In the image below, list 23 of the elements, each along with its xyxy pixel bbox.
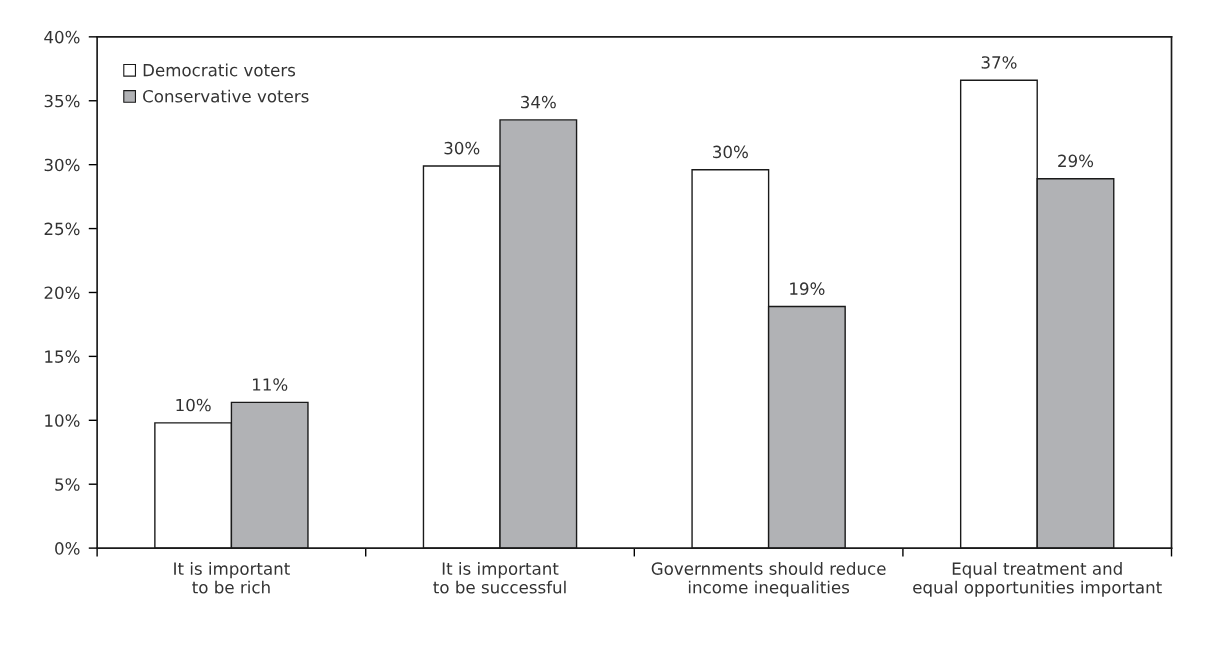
y-tick-label: 25%	[44, 222, 80, 236]
y-tick-label: 15%	[45, 350, 80, 363]
legend-label: Conservative voters	[143, 89, 309, 103]
x-tick-label: Equal treatment and equal opportunities important	[913, 562, 1162, 597]
data-label: 19%	[790, 282, 825, 295]
y-tick-label: 5%	[55, 478, 80, 491]
y-tick-label: 30%	[44, 158, 80, 172]
data-label: 30%	[444, 141, 480, 155]
data-label: 29%	[1058, 154, 1094, 168]
data-label: 30%	[713, 145, 748, 159]
x-tick-label: Governments should reduce income inequalities	[651, 562, 886, 597]
data-label: 34%	[521, 95, 556, 109]
data-label: 10%	[176, 398, 211, 412]
y-tick-label: 20%	[44, 286, 80, 300]
data-label: 37%	[981, 56, 1017, 69]
data-label: 11%	[253, 378, 288, 391]
y-tick-label: 40%	[44, 30, 80, 44]
x-tick-label: It is important to be rich	[174, 562, 290, 594]
y-tick-label: 10%	[45, 414, 80, 427]
x-tick-label: It is important to be successful	[433, 562, 566, 594]
y-tick-label: 35%	[44, 94, 80, 108]
legend-label: Democratic voters	[143, 63, 296, 77]
y-tick-label: 0%	[55, 542, 80, 555]
